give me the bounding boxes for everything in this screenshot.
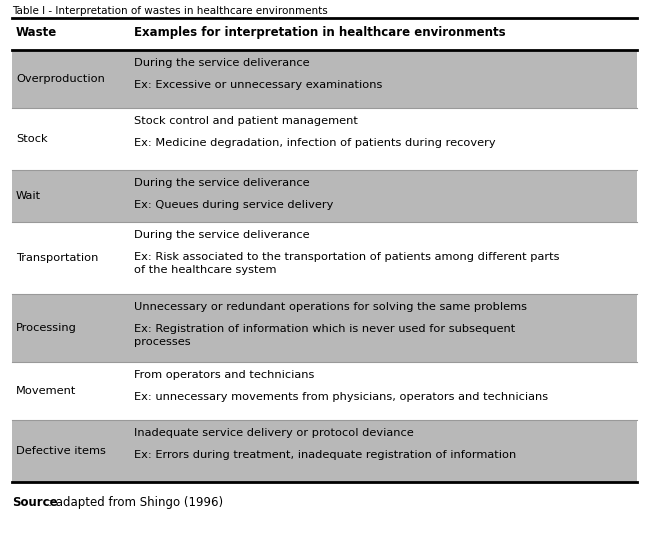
Text: During the service deliverance: During the service deliverance <box>134 58 310 68</box>
Text: Defective items: Defective items <box>16 446 106 456</box>
Text: Ex: unnecessary movements from physicians, operators and technicians: Ex: unnecessary movements from physician… <box>134 392 548 402</box>
Bar <box>12 222 637 294</box>
Text: Wait: Wait <box>16 191 41 201</box>
Bar <box>12 362 637 420</box>
Text: Transportation: Transportation <box>16 253 99 263</box>
Bar <box>12 18 637 50</box>
Bar <box>12 420 637 482</box>
Bar <box>12 294 637 362</box>
Text: From operators and technicians: From operators and technicians <box>134 370 314 380</box>
Text: During the service deliverance: During the service deliverance <box>134 178 310 188</box>
Text: Examples for interpretation in healthcare environments: Examples for interpretation in healthcar… <box>134 26 506 39</box>
Text: Ex: Risk associated to the transportation of patients among different parts
of t: Ex: Risk associated to the transportatio… <box>134 252 559 275</box>
Text: Ex: Excessive or unnecessary examinations: Ex: Excessive or unnecessary examination… <box>134 80 382 90</box>
Text: During the service deliverance: During the service deliverance <box>134 230 310 240</box>
Text: Ex: Errors during treatment, inadequate registration of information: Ex: Errors during treatment, inadequate … <box>134 450 516 460</box>
Text: Inadequate service delivery or protocol deviance: Inadequate service delivery or protocol … <box>134 428 413 438</box>
Text: Ex: Queues during service delivery: Ex: Queues during service delivery <box>134 200 333 210</box>
Text: Unnecessary or redundant operations for solving the same problems: Unnecessary or redundant operations for … <box>134 302 527 312</box>
Text: Stock: Stock <box>16 134 48 144</box>
Text: Ex: Registration of information which is never used for subsequent
processes: Ex: Registration of information which is… <box>134 324 515 347</box>
Text: Ex: Medicine degradation, infection of patients during recovery: Ex: Medicine degradation, infection of p… <box>134 138 495 148</box>
Text: Movement: Movement <box>16 386 76 396</box>
Text: Processing: Processing <box>16 323 77 333</box>
Bar <box>12 50 637 108</box>
Bar <box>12 108 637 170</box>
Text: : adapted from Shingo (1996): : adapted from Shingo (1996) <box>48 496 223 509</box>
Text: Stock control and patient management: Stock control and patient management <box>134 116 358 126</box>
Text: Source: Source <box>12 496 57 509</box>
Text: Waste: Waste <box>16 26 57 39</box>
Bar <box>12 170 637 222</box>
Text: Overproduction: Overproduction <box>16 74 105 84</box>
Text: Table I - Interpretation of wastes in healthcare environments: Table I - Interpretation of wastes in he… <box>12 6 328 16</box>
